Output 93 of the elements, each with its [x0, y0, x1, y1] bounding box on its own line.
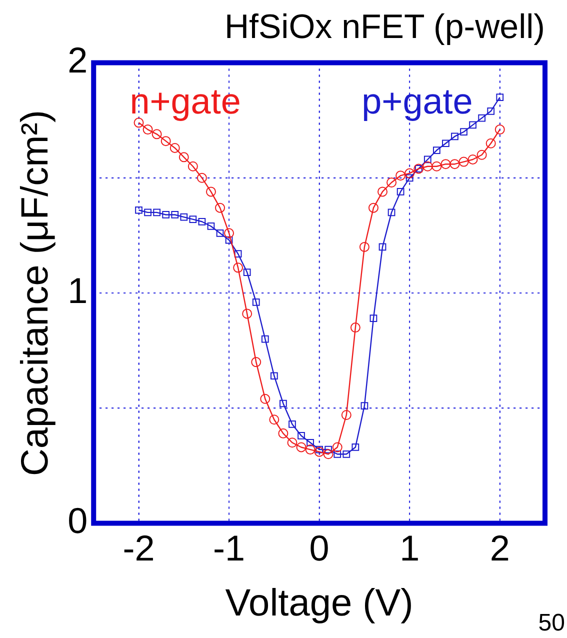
point — [270, 372, 278, 380]
point — [225, 236, 233, 244]
point — [153, 208, 160, 216]
point — [298, 432, 305, 440]
point — [207, 222, 215, 230]
point — [442, 140, 450, 148]
point — [360, 402, 368, 410]
point — [323, 449, 334, 460]
point — [243, 268, 251, 276]
point — [496, 94, 504, 102]
point — [341, 410, 352, 420]
point — [144, 208, 152, 216]
text: 50 — [538, 610, 565, 637]
point — [378, 186, 388, 197]
point — [324, 446, 332, 454]
point — [378, 243, 386, 251]
point — [234, 250, 242, 258]
point — [334, 450, 342, 458]
point — [386, 178, 397, 188]
y-tick-label: 1 — [68, 270, 88, 311]
point — [280, 400, 287, 408]
point — [251, 357, 262, 368]
point — [269, 414, 280, 425]
point — [487, 107, 495, 115]
point — [406, 174, 414, 182]
point — [476, 150, 487, 160]
point — [170, 142, 180, 153]
point — [432, 161, 442, 172]
point — [368, 202, 378, 213]
point — [468, 154, 478, 164]
point — [350, 322, 360, 333]
point — [287, 438, 298, 448]
point — [196, 172, 207, 183]
point — [359, 242, 370, 252]
point — [422, 161, 433, 172]
point — [458, 156, 469, 167]
point — [152, 129, 162, 140]
x-tick-label: 1 — [400, 528, 420, 569]
x-tick-label: 0 — [309, 528, 330, 569]
point — [180, 213, 188, 221]
chart-title: HfSiOx nFET (p-well) — [224, 8, 545, 46]
point — [370, 314, 378, 322]
point — [189, 216, 197, 224]
point — [135, 206, 142, 214]
point — [388, 208, 396, 216]
point — [206, 186, 216, 197]
point — [188, 161, 198, 172]
point — [460, 128, 468, 136]
x-tick-label: -1 — [213, 528, 246, 569]
point — [316, 446, 323, 454]
point — [162, 211, 170, 218]
x-tick-label: -2 — [122, 528, 155, 569]
point — [260, 394, 270, 404]
point — [432, 146, 440, 154]
point — [142, 124, 153, 135]
x-axis-title: Voltage (V) — [225, 582, 414, 625]
point — [242, 308, 252, 319]
point — [396, 188, 404, 196]
point — [314, 446, 324, 457]
point — [261, 335, 269, 343]
point — [404, 168, 415, 178]
point — [332, 442, 342, 452]
point — [424, 156, 432, 164]
point — [306, 438, 314, 446]
y-tick-label: 0 — [68, 500, 88, 542]
point — [451, 132, 458, 140]
point — [396, 170, 406, 181]
point — [486, 138, 496, 148]
point — [450, 159, 460, 170]
point — [352, 444, 360, 451]
x-tick-label: 2 — [490, 528, 510, 569]
point — [171, 211, 179, 218]
point — [215, 202, 226, 213]
point — [224, 228, 234, 238]
point — [494, 124, 505, 135]
point — [216, 229, 224, 237]
point — [440, 159, 451, 170]
point — [198, 218, 206, 226]
point — [478, 114, 486, 122]
point — [342, 450, 350, 458]
point — [178, 152, 189, 162]
point — [288, 420, 296, 428]
y-axis-title: Capacitance (μF/cm²) — [14, 110, 56, 476]
point — [252, 298, 260, 306]
point — [296, 442, 306, 452]
point — [160, 136, 171, 146]
point — [469, 121, 476, 129]
series-label: n+gate — [130, 80, 241, 122]
point — [233, 262, 244, 273]
y-tick-label: 2 — [68, 40, 88, 81]
series-label: p+gate — [362, 80, 473, 122]
point — [278, 428, 288, 438]
point — [305, 444, 316, 455]
